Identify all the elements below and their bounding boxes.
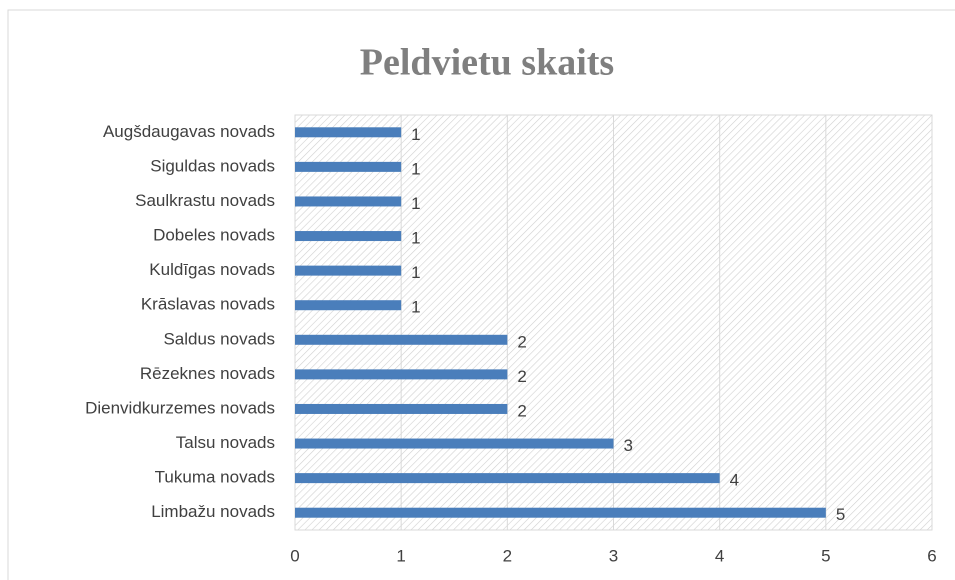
data-label: 2 xyxy=(517,367,526,386)
bar xyxy=(295,196,402,207)
data-label: 3 xyxy=(624,436,633,455)
y-tick-label: Augšdaugavas novads xyxy=(103,122,275,141)
data-label: 4 xyxy=(730,471,739,490)
y-tick-label: Dienvidkurzemes novads xyxy=(85,398,275,417)
y-tick-label: Kuldīgas novads xyxy=(149,260,275,279)
y-tick-label: Krāslavas novads xyxy=(141,295,275,314)
bar xyxy=(295,127,402,138)
y-tick-label: Siguldas novads xyxy=(150,156,275,175)
bar xyxy=(295,507,826,518)
bar xyxy=(295,161,402,172)
bar xyxy=(295,265,402,276)
data-label: 1 xyxy=(411,125,420,144)
bar xyxy=(295,438,614,449)
data-label: 1 xyxy=(411,229,420,248)
data-label: 2 xyxy=(517,332,526,351)
bar xyxy=(295,369,508,380)
chart-title: Peldvietu skaits xyxy=(360,42,614,84)
x-tick-label: 2 xyxy=(503,546,512,565)
x-tick-label: 4 xyxy=(715,546,724,565)
y-tick-label: Tukuma novads xyxy=(155,468,275,487)
x-tick-label: 3 xyxy=(609,546,618,565)
bar xyxy=(295,473,720,484)
data-label: 2 xyxy=(517,401,526,420)
bar xyxy=(295,231,402,242)
data-label: 1 xyxy=(411,159,420,178)
bar xyxy=(295,403,508,414)
data-label: 1 xyxy=(411,263,420,282)
data-label: 1 xyxy=(411,194,420,213)
x-tick-label: 5 xyxy=(821,546,830,565)
y-tick-label: Limbažu novads xyxy=(151,502,275,521)
bar xyxy=(295,300,402,311)
x-tick-label: 1 xyxy=(396,546,405,565)
y-tick-label: Dobeles novads xyxy=(153,226,275,245)
bar xyxy=(295,334,508,345)
x-tick-label: 6 xyxy=(927,546,936,565)
data-label: 1 xyxy=(411,298,420,317)
y-tick-label: Saulkrastu novads xyxy=(135,191,275,210)
data-label: 5 xyxy=(836,505,845,524)
y-tick-label: Saldus novads xyxy=(163,329,275,348)
x-tick-label: 0 xyxy=(290,546,299,565)
chart-frame xyxy=(7,9,955,580)
y-tick-label: Rēzeknes novads xyxy=(140,364,275,383)
y-tick-label: Talsu novads xyxy=(176,433,275,452)
